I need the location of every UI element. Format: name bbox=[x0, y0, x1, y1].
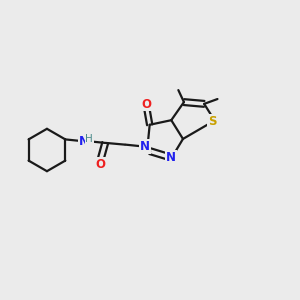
Text: O: O bbox=[142, 98, 152, 111]
Text: O: O bbox=[95, 158, 106, 171]
Text: N: N bbox=[140, 140, 150, 153]
Text: N: N bbox=[166, 151, 176, 164]
Text: H: H bbox=[85, 134, 93, 144]
Text: S: S bbox=[208, 115, 217, 128]
Text: N: N bbox=[79, 135, 89, 148]
